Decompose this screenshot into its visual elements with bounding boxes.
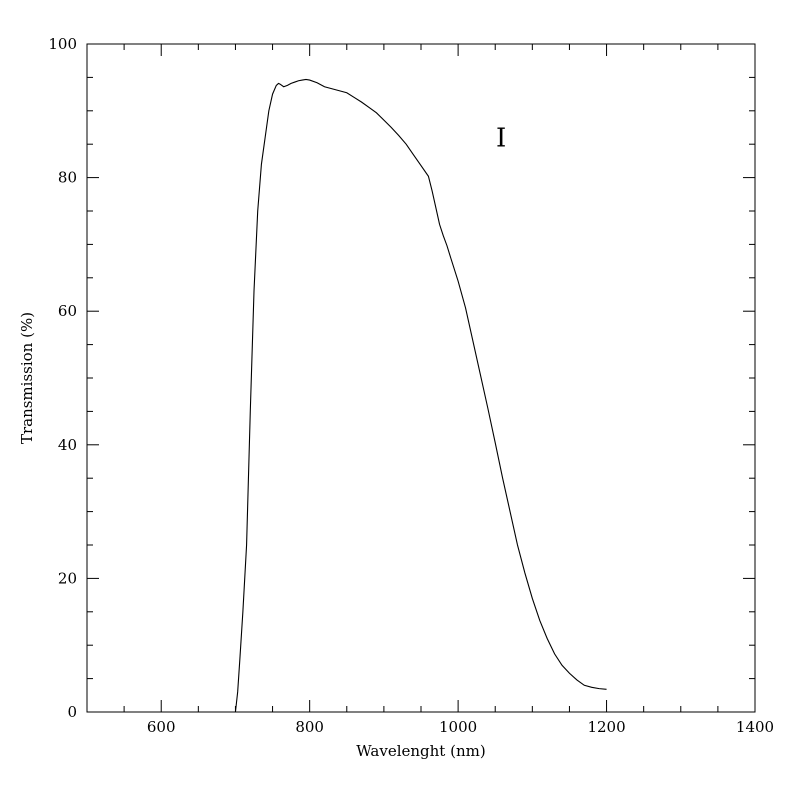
tick-labels: 600 800 1000 1200 1400 0 20 40 60 80 100 bbox=[48, 35, 774, 736]
x-tick-label: 800 bbox=[295, 718, 324, 736]
plot-frame bbox=[86, 43, 756, 713]
transmission-curve bbox=[234, 78, 607, 713]
y-tick-label: 0 bbox=[67, 703, 77, 721]
y-tick-label: 100 bbox=[48, 35, 77, 53]
y-axis-title: Transmission (%) bbox=[18, 312, 36, 444]
y-tick-label: 40 bbox=[58, 436, 77, 454]
axis-ticks bbox=[86, 43, 756, 713]
x-tick-label: 600 bbox=[147, 718, 176, 736]
y-tick-label: 80 bbox=[58, 169, 77, 187]
x-tick-label: 1400 bbox=[736, 718, 774, 736]
x-tick-label: 1200 bbox=[587, 718, 625, 736]
x-axis-title: Wavelenght (nm) bbox=[356, 742, 485, 760]
filter-band-label: I bbox=[496, 124, 506, 154]
y-tick-label: 60 bbox=[58, 302, 77, 320]
x-tick-label: 1000 bbox=[439, 718, 477, 736]
y-tick-label: 20 bbox=[58, 569, 77, 587]
